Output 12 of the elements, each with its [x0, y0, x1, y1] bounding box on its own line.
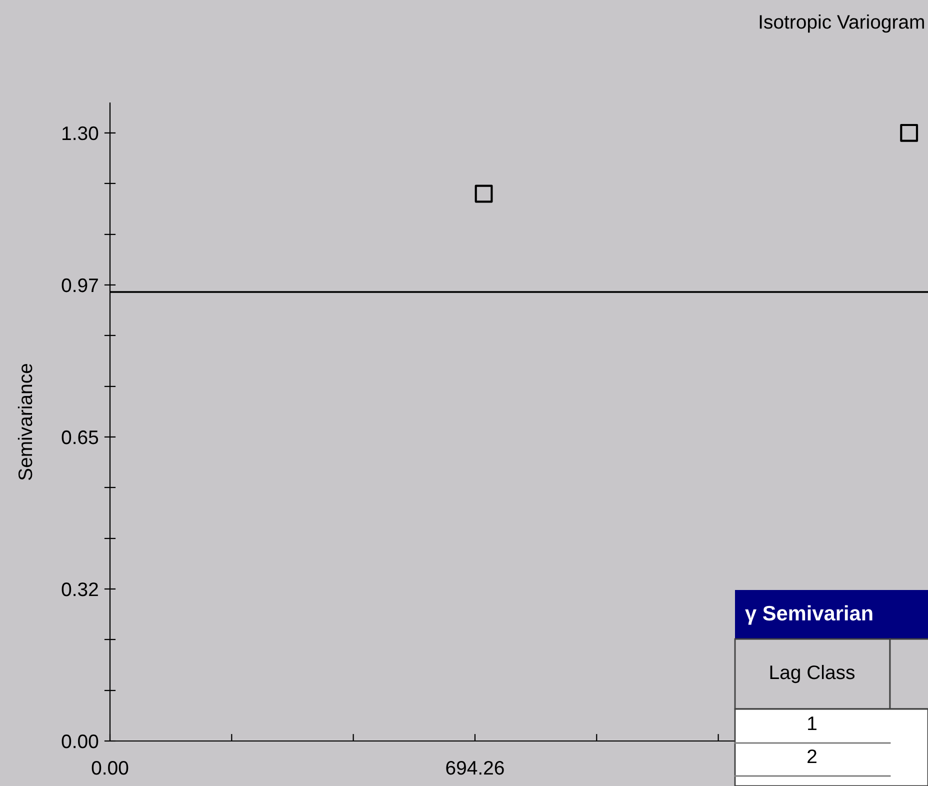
- y-tick-label: 1.30: [62, 126, 98, 140]
- annotation: γ Semivarian: [745, 605, 872, 625]
- y-tick-label: 0.65: [62, 430, 98, 444]
- y-axis-title: Semivariance: [18, 364, 32, 480]
- chart-title: Isotropic Variogram: [760, 14, 924, 33]
- y-tick-label: 0.32: [62, 582, 98, 596]
- y-tick-label: 0.97: [62, 278, 98, 292]
- annotation: 1: [808, 716, 816, 730]
- text: 2: [808, 749, 816, 764]
- x-tick-label: 694.26: [446, 760, 504, 775]
- y-tick-label: 0.00: [62, 734, 98, 748]
- annotation: Lag Class: [770, 664, 855, 684]
